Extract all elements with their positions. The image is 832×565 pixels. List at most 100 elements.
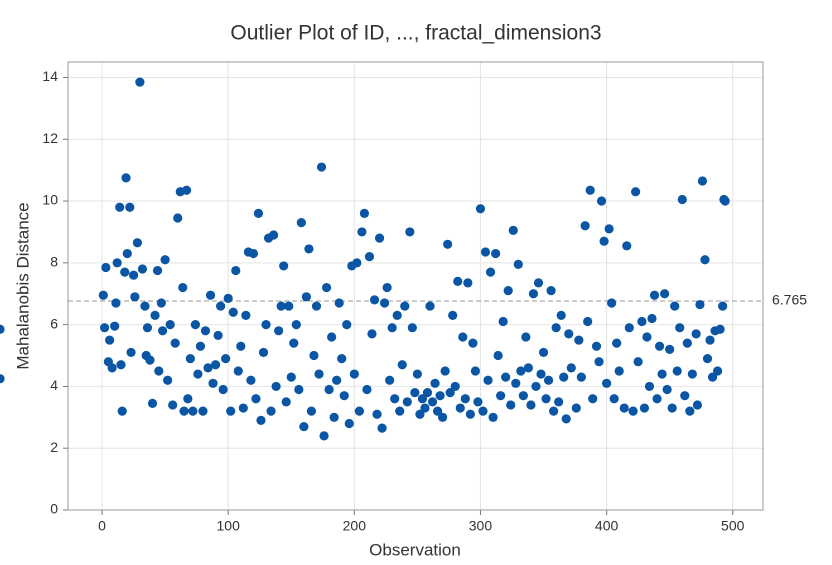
point (190, 320, 200, 330)
y-tick-label: 10 (42, 192, 58, 208)
point (470, 366, 481, 376)
point (425, 301, 435, 311)
point (490, 248, 501, 259)
point (438, 412, 448, 422)
point (135, 77, 145, 87)
point (561, 414, 571, 424)
point (379, 298, 390, 308)
point (377, 423, 387, 433)
point (549, 406, 559, 416)
point (566, 363, 576, 373)
point (415, 409, 425, 419)
point (339, 391, 349, 401)
point (110, 321, 120, 331)
point (594, 357, 604, 367)
point (493, 350, 503, 361)
point (332, 375, 342, 385)
y-tick-label: 0 (50, 501, 58, 517)
point (369, 295, 380, 305)
point (168, 400, 178, 410)
point (667, 403, 677, 413)
point (281, 397, 291, 407)
point (458, 332, 468, 342)
point (122, 248, 132, 259)
point (306, 406, 317, 416)
x-tick-label: 400 (595, 518, 619, 534)
point (395, 406, 405, 416)
point (518, 391, 528, 401)
point (543, 375, 554, 385)
point (665, 344, 675, 354)
point (712, 366, 723, 376)
point (101, 262, 111, 273)
point (205, 290, 216, 300)
point (397, 360, 407, 370)
point (132, 238, 142, 248)
point (402, 397, 412, 407)
point (644, 381, 655, 392)
point (554, 397, 564, 407)
point (116, 360, 126, 370)
point (622, 241, 632, 251)
point (213, 330, 223, 341)
point (680, 391, 690, 401)
point (685, 406, 695, 416)
x-tick-label: 500 (721, 518, 745, 534)
point (238, 403, 248, 413)
point (195, 341, 206, 351)
point (193, 369, 203, 379)
plot-frame (67, 61, 764, 511)
point (256, 415, 266, 425)
point (163, 375, 173, 385)
point (241, 310, 251, 320)
point (410, 387, 420, 398)
point (301, 292, 311, 302)
y-tick-label: 4 (50, 377, 58, 393)
point (631, 187, 641, 197)
point (279, 261, 289, 271)
point (599, 236, 609, 246)
point (128, 270, 139, 280)
point (357, 227, 367, 237)
point (511, 378, 521, 388)
point (533, 278, 544, 288)
point (692, 400, 703, 410)
point (274, 326, 284, 336)
point (342, 320, 352, 330)
point (179, 406, 189, 416)
point (289, 338, 299, 348)
point (700, 255, 710, 265)
point (266, 406, 276, 416)
point (158, 326, 168, 336)
x-tick-label: 200 (343, 518, 367, 534)
point (321, 282, 332, 293)
point (475, 204, 486, 214)
point (170, 338, 180, 348)
y-tick-label: 8 (50, 254, 58, 270)
point (126, 347, 136, 358)
point (513, 259, 523, 269)
point (216, 301, 226, 311)
point (329, 412, 339, 422)
point (422, 387, 433, 398)
point (654, 341, 665, 351)
point (387, 323, 397, 333)
point (657, 369, 667, 379)
point (715, 324, 725, 334)
point (160, 255, 170, 265)
point (697, 176, 708, 186)
point (498, 316, 508, 327)
point (362, 384, 372, 395)
point (432, 406, 443, 416)
point (718, 301, 728, 311)
point (271, 381, 281, 392)
point (702, 354, 713, 364)
point (392, 310, 402, 320)
point (150, 310, 160, 320)
point (309, 350, 319, 361)
point (400, 301, 410, 311)
point (99, 323, 110, 333)
point (154, 366, 164, 376)
point (571, 403, 581, 413)
